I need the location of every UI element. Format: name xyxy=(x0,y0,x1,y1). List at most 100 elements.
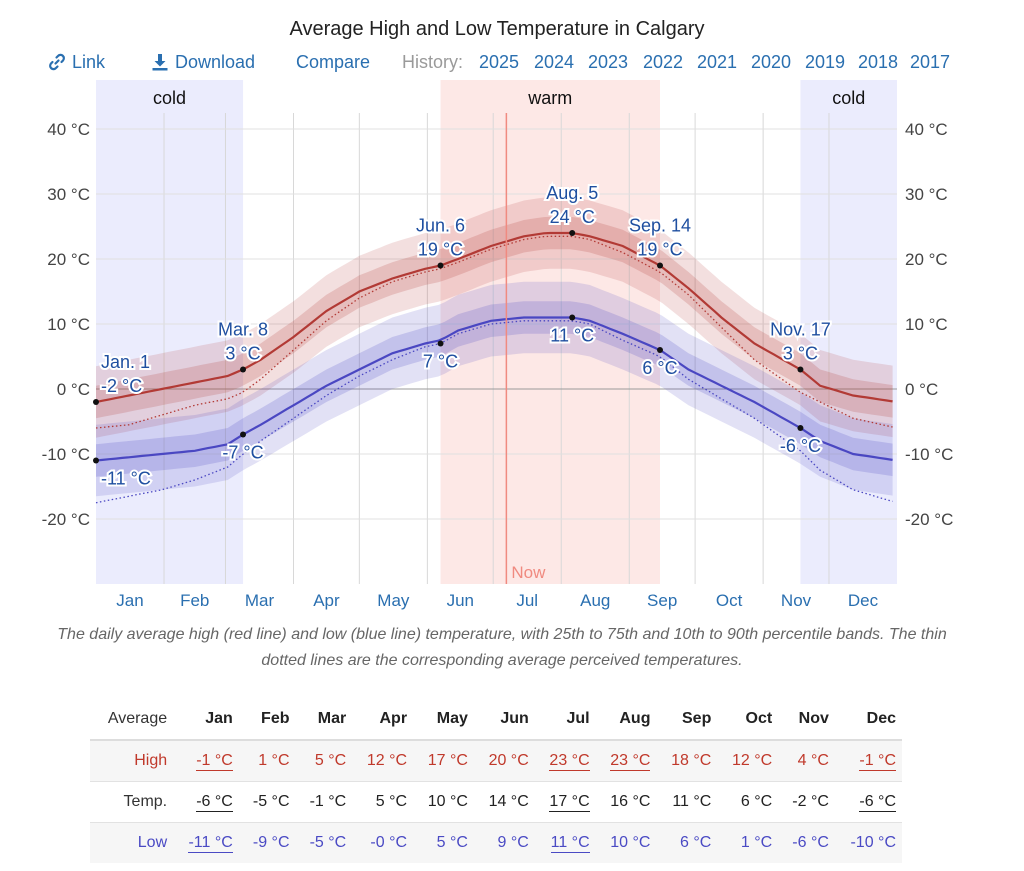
table-cell: 5 °C xyxy=(352,781,414,823)
history-year-2018[interactable]: 2018 xyxy=(858,52,899,72)
table-cell[interactable]: -1 °C xyxy=(173,739,239,782)
table-row-low: Low -11 °C -9 °C -5 °C -0 °C 5 °C 9 °C 11 °C 10 … xyxy=(90,822,902,863)
annotation-text: Jun. 6 xyxy=(416,216,465,236)
table-cell[interactable]: -6 °C xyxy=(834,781,902,823)
data-point-marker xyxy=(656,262,663,269)
series-line-low xyxy=(95,316,893,462)
annotation-label: -11 °C xyxy=(99,467,153,491)
data-point-marker xyxy=(437,262,444,269)
table-header-month: Nov xyxy=(798,710,829,727)
table-cell[interactable]: 23 °C xyxy=(595,739,657,782)
table-cell: 14 °C xyxy=(473,781,535,823)
annotation-text: -7 °C xyxy=(222,443,263,463)
chart-caption: The daily average high (red line) and lo… xyxy=(57,626,947,669)
x-tick-label-month: Jun xyxy=(447,591,474,610)
y-tick-label-left: 30 °C xyxy=(47,185,90,204)
table-cell: -2 °C xyxy=(778,781,835,823)
annotation-text: Sep. 14 xyxy=(629,216,691,236)
x-tick-label-month: Mar xyxy=(245,591,275,610)
annotation-text: -2 °C xyxy=(101,376,142,396)
x-tick-label-month: Oct xyxy=(716,591,743,610)
table-cell: 1 °C xyxy=(238,739,296,782)
annotation-text: 3 °C xyxy=(783,344,818,364)
history-year-2024[interactable]: 2024 xyxy=(534,52,575,72)
table-header-month: Jun xyxy=(500,710,529,727)
table-cell[interactable]: 17 °C xyxy=(534,781,596,823)
annotation-text: 7 °C xyxy=(423,352,458,372)
x-tick-label-month: Jan xyxy=(116,591,143,610)
table-cell: 6 °C xyxy=(717,781,779,823)
series-line-high xyxy=(95,231,893,404)
data-point-marker xyxy=(656,347,663,353)
annotation-text: Jan. 1 xyxy=(101,352,150,372)
history-year-2025[interactable]: 2025 xyxy=(479,52,520,72)
link-button[interactable]: Link xyxy=(48,52,105,73)
table-header-month: Jan xyxy=(205,710,233,727)
y-tick-label-right: -10 °C xyxy=(905,445,953,464)
table-cell: -6 °C xyxy=(778,822,835,863)
history-year-2019[interactable]: 2019 xyxy=(805,52,846,72)
season-label: cold xyxy=(832,88,865,108)
data-point-marker xyxy=(93,457,99,464)
table-cell[interactable]: 11 °C xyxy=(534,822,596,863)
y-tick-label-right: -20 °C xyxy=(905,510,953,529)
table-cell[interactable]: -11 °C xyxy=(173,822,239,863)
annotation-label: 6 °C xyxy=(640,356,679,380)
y-tick-label-left: -10 °C xyxy=(42,445,90,464)
table-header-month: May xyxy=(436,710,468,727)
link-icon xyxy=(49,53,65,71)
table-cell: -5 °C xyxy=(295,822,353,863)
table-header-month: Feb xyxy=(261,710,290,727)
table-cell: 17 °C xyxy=(413,739,474,782)
table-cell: 10 °C xyxy=(413,781,474,823)
history-year-2023[interactable]: 2023 xyxy=(588,52,629,72)
annotation-text: 24 °C xyxy=(550,207,595,227)
season-band-cold xyxy=(800,80,897,584)
history-year-2020[interactable]: 2020 xyxy=(751,52,792,72)
history-year-2017[interactable]: 2017 xyxy=(910,52,951,72)
table-cell: 18 °C xyxy=(656,739,718,782)
annotation-label: Aug. 5 24 °C xyxy=(544,181,600,229)
y-tick-label-right: 30 °C xyxy=(905,185,948,204)
table-cell: 12 °C xyxy=(717,739,779,782)
x-tick-label-month: Jul xyxy=(516,591,538,610)
table-cell: -5 °C xyxy=(238,781,296,823)
band-10-90-high xyxy=(96,197,893,438)
annotation-text: -6 °C xyxy=(780,436,821,456)
table-cell: 10 °C xyxy=(595,822,657,863)
table-row-label: Low xyxy=(90,822,174,863)
y-tick-label-left: 0 °C xyxy=(57,380,90,399)
download-button[interactable]: Download xyxy=(151,52,255,73)
chart-title: Average High and Low Temperature in Calg… xyxy=(289,18,705,40)
annotation-text: 6 °C xyxy=(642,358,677,378)
table-header-month: Jul xyxy=(566,710,590,727)
table-cell[interactable]: -6 °C xyxy=(173,781,239,823)
y-tick-label-left: 10 °C xyxy=(47,315,90,334)
data-point-marker xyxy=(569,314,576,321)
monthly-averages-table: Average Jan Feb Mar Apr May Jun Jul Aug … xyxy=(90,699,902,863)
table-cell: 9 °C xyxy=(473,822,535,863)
x-tick-label-month: Apr xyxy=(313,591,340,610)
table-cell[interactable]: -1 °C xyxy=(834,739,902,782)
temperature-chart: cold warm cold Now -20 °C -20 °C -10 °C -10 °C 0… xyxy=(42,80,953,610)
compare-button[interactable]: Compare xyxy=(296,52,371,72)
season-band-cold xyxy=(96,80,244,584)
data-point-marker xyxy=(797,366,804,373)
table-row-label: High xyxy=(90,739,174,782)
table-row-high: High -1 °C 1 °C 5 °C 12 °C 17 °C 20 °C 23 °C 23 … xyxy=(90,739,902,782)
data-point-marker xyxy=(569,230,576,236)
annotation-text: 19 °C xyxy=(418,240,463,260)
history-year-2021[interactable]: 2021 xyxy=(697,52,738,72)
table-cell: -10 °C xyxy=(834,822,902,863)
data-point-marker xyxy=(437,340,444,347)
history-year-2022[interactable]: 2022 xyxy=(643,52,684,72)
table-cell[interactable]: 23 °C xyxy=(534,739,596,782)
annotation-label: Sep. 14 19 °C xyxy=(627,214,693,262)
x-tick-label-month: May xyxy=(377,591,410,610)
download-label: Download xyxy=(175,52,256,72)
x-tick-label-month: Feb xyxy=(180,591,209,610)
table-cell: -9 °C xyxy=(238,822,296,863)
table-cell: -1 °C xyxy=(295,781,353,823)
table-header-month: Aug xyxy=(619,710,651,727)
table-header-row: Average Jan Feb Mar Apr May Jun Jul Aug … xyxy=(90,699,902,740)
